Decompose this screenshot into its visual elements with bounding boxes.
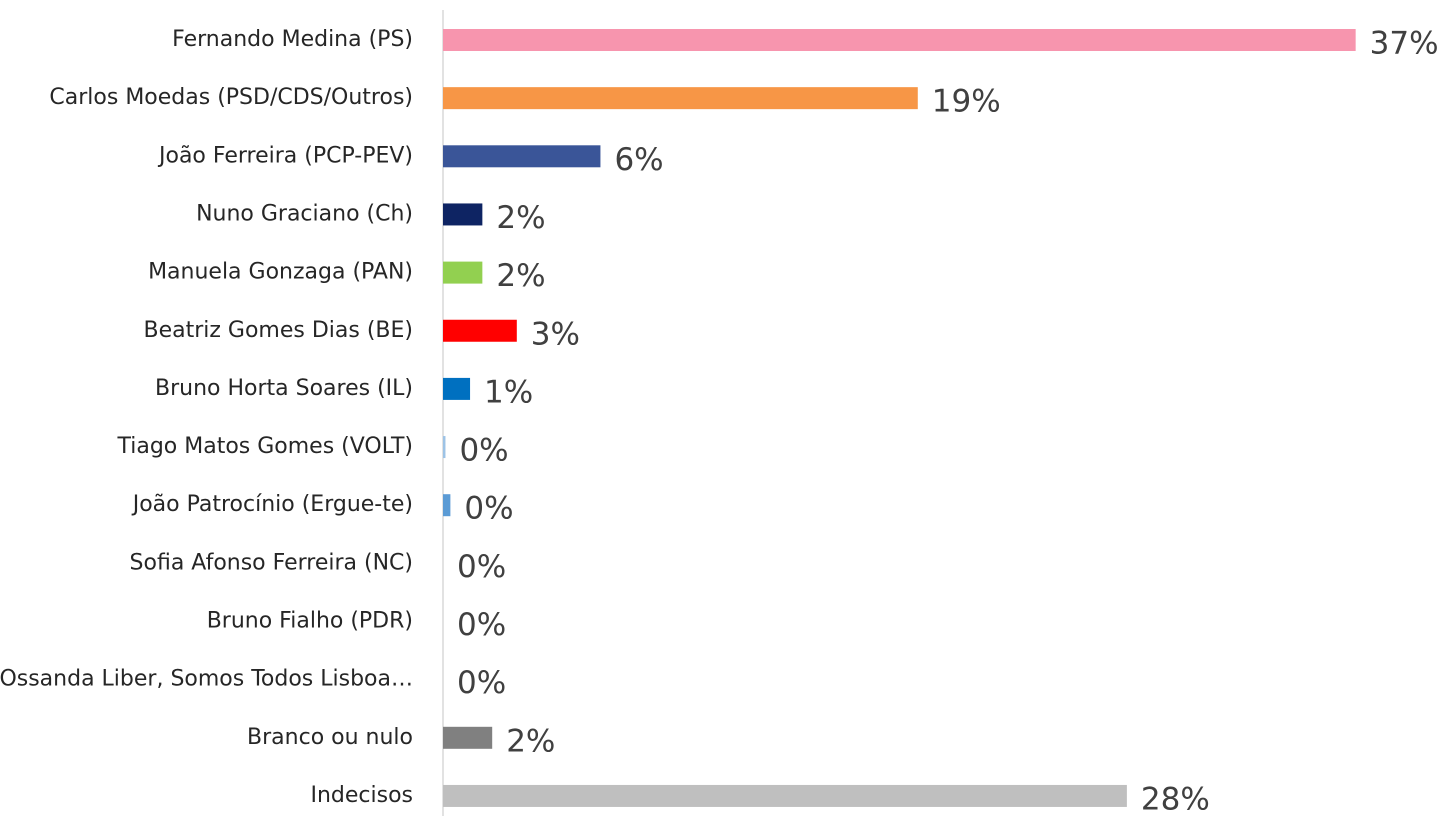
category-label: Nuno Graciano (Ch) [196,201,413,226]
value-label: 2% [506,723,555,759]
bar [443,377,471,400]
bar [443,145,601,168]
category-label: Fernando Medina (PS) [172,27,413,52]
bar [443,494,451,517]
bar [443,261,483,284]
bar [443,87,918,110]
bar [443,436,446,459]
value-label: 0% [459,433,508,469]
category-label: João Ferreira (PCP-PEV) [157,143,413,168]
category-label: Carlos Moedas (PSD/CDS/Outros) [49,85,413,110]
category-label: Tiago Matos Gomes (VOLT) [116,434,413,459]
category-label: Ossanda Liber, Somos Todos Lisboa… [0,667,413,692]
category-label: Sofia Afonso Ferreira (NC) [130,550,413,575]
bar [443,319,517,342]
bar [443,203,483,226]
category-label: João Patrocínio (Ergue-te) [131,492,413,517]
value-label: 2% [496,200,545,236]
bar [443,784,1127,807]
value-label: 6% [614,142,663,178]
bar [443,29,1356,51]
value-label: 0% [457,665,506,701]
value-label: 0% [457,549,506,585]
value-label: 0% [464,491,513,527]
category-label: Indecisos [310,783,413,808]
value-label: 37% [1370,26,1439,62]
value-label: 1% [484,374,533,410]
value-label: 3% [531,316,580,352]
category-label: Branco ou nulo [247,725,413,750]
category-label: Bruno Fialho (PDR) [207,609,413,634]
category-label: Beatriz Gomes Dias (BE) [143,318,413,343]
category-label: Manuela Gonzaga (PAN) [148,260,413,285]
category-label: Bruno Horta Soares (IL) [155,376,413,401]
value-label: 19% [932,84,1001,120]
value-label: 2% [496,258,545,294]
value-label: 28% [1141,781,1210,816]
bar [443,726,493,749]
value-label: 0% [457,607,506,643]
